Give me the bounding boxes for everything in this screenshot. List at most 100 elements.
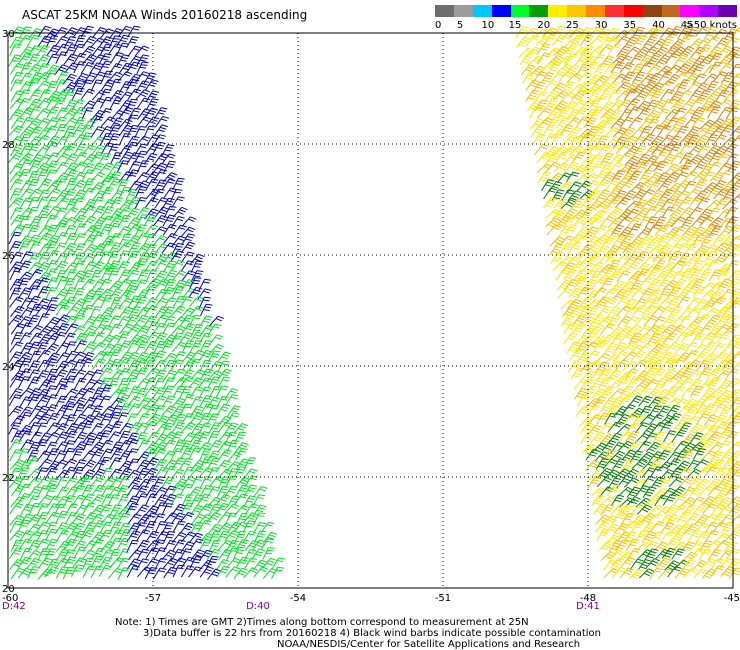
wind-barb: [708, 217, 724, 228]
wind-barb: [680, 387, 695, 399]
wind-barb: [170, 332, 184, 345]
wind-barb: [569, 34, 584, 47]
wind-barb: [590, 486, 607, 497]
wind-barb: [55, 566, 69, 579]
wind-barb: [650, 476, 665, 489]
wind-barb: [208, 530, 221, 544]
wind-barb: [643, 315, 659, 327]
wind-barb: [638, 395, 653, 407]
wind-barb: [550, 251, 565, 264]
wind-barb: [55, 431, 70, 443]
wind-barb: [717, 268, 731, 281]
wind-barb: [35, 530, 49, 543]
wind-barb: [612, 511, 627, 524]
wind-barb: [727, 496, 740, 507]
wind-barb: [37, 25, 52, 38]
wind-barb: [99, 96, 113, 109]
wind-barb: [199, 359, 212, 373]
wind-barb: [72, 161, 88, 173]
wind-barb: [100, 549, 114, 562]
wind-barb: [566, 298, 582, 310]
wind-barb: [605, 189, 620, 201]
wind-barb: [536, 151, 552, 163]
wind-barb: [693, 178, 708, 191]
wind-barb: [684, 523, 699, 535]
wind-barb: [640, 73, 656, 84]
wind-barb: [655, 548, 671, 560]
wind-barb: [581, 154, 598, 165]
wind-barb: [98, 564, 113, 577]
wind-barb: [45, 477, 59, 490]
wind-barb: [98, 108, 113, 120]
wind-barb: [243, 495, 257, 508]
wind-barb: [710, 396, 725, 409]
wind-barb: [91, 243, 107, 254]
wind-barb: [706, 258, 720, 271]
wind-barb: [631, 243, 646, 255]
wind-barb: [215, 385, 229, 398]
wind-barb: [690, 46, 706, 58]
wind-barb: [17, 53, 32, 65]
wind-barb: [190, 494, 203, 507]
wind-barb: [253, 566, 269, 578]
wind-barb: [82, 378, 98, 391]
wind-barb: [695, 25, 710, 37]
wind-barb: [117, 331, 131, 344]
wind-barb: [224, 530, 240, 541]
wind-barb: [541, 179, 555, 191]
wind-barb: [90, 162, 105, 175]
wind-barb: [729, 405, 740, 417]
wind-barb: [689, 259, 704, 272]
wind-barb: [190, 423, 205, 435]
wind-barb: [127, 242, 141, 255]
wind-barb: [162, 431, 177, 443]
wind-barb: [225, 539, 239, 552]
wind-barb: [610, 55, 627, 66]
wind-barb: [625, 46, 641, 57]
wind-barb: [8, 125, 24, 136]
wind-barb: [652, 251, 668, 263]
wind-barb: [271, 557, 286, 570]
wind-barb: [54, 107, 69, 120]
wind-barb: [612, 342, 627, 354]
wind-barb: [90, 97, 105, 110]
wind-barb: [144, 197, 159, 209]
wind-barb: [73, 307, 89, 319]
wind-barb: [719, 225, 735, 237]
wind-barb: [37, 251, 50, 265]
wind-barb: [98, 456, 111, 470]
wind-barb: [199, 566, 214, 578]
wind-barb: [678, 196, 693, 208]
wind-barb: [716, 496, 733, 507]
wind-barb: [656, 557, 672, 569]
wind-barb: [190, 396, 203, 409]
wind-barb: [199, 303, 213, 317]
wind-barb: [134, 422, 150, 434]
wind-barb: [90, 531, 105, 543]
wind-barb: [701, 568, 717, 579]
wind-barb: [44, 142, 59, 154]
wind-barb: [526, 46, 542, 57]
wind-barb: [233, 546, 246, 560]
wind-barb: [729, 172, 740, 183]
wind-barb: [10, 539, 23, 552]
wind-barb: [116, 242, 132, 254]
wind-barb: [700, 395, 715, 407]
wind-barb: [63, 132, 76, 146]
wind-barb: [116, 548, 130, 561]
wind-barb: [537, 171, 552, 184]
wind-barb: [656, 65, 672, 76]
wind-barb: [617, 152, 633, 164]
wind-barb: [703, 307, 720, 318]
wind-barb: [118, 151, 133, 164]
wind-barb: [609, 99, 625, 111]
wind-barb: [118, 340, 132, 353]
wind-barb: [696, 314, 711, 326]
wind-barb: [683, 72, 699, 84]
wind-barb: [597, 305, 612, 318]
wind-barb: [26, 34, 41, 47]
wind-barb: [8, 314, 24, 326]
wind-barb: [560, 92, 576, 102]
wind-barb: [10, 71, 24, 85]
wind-barb: [656, 279, 671, 292]
